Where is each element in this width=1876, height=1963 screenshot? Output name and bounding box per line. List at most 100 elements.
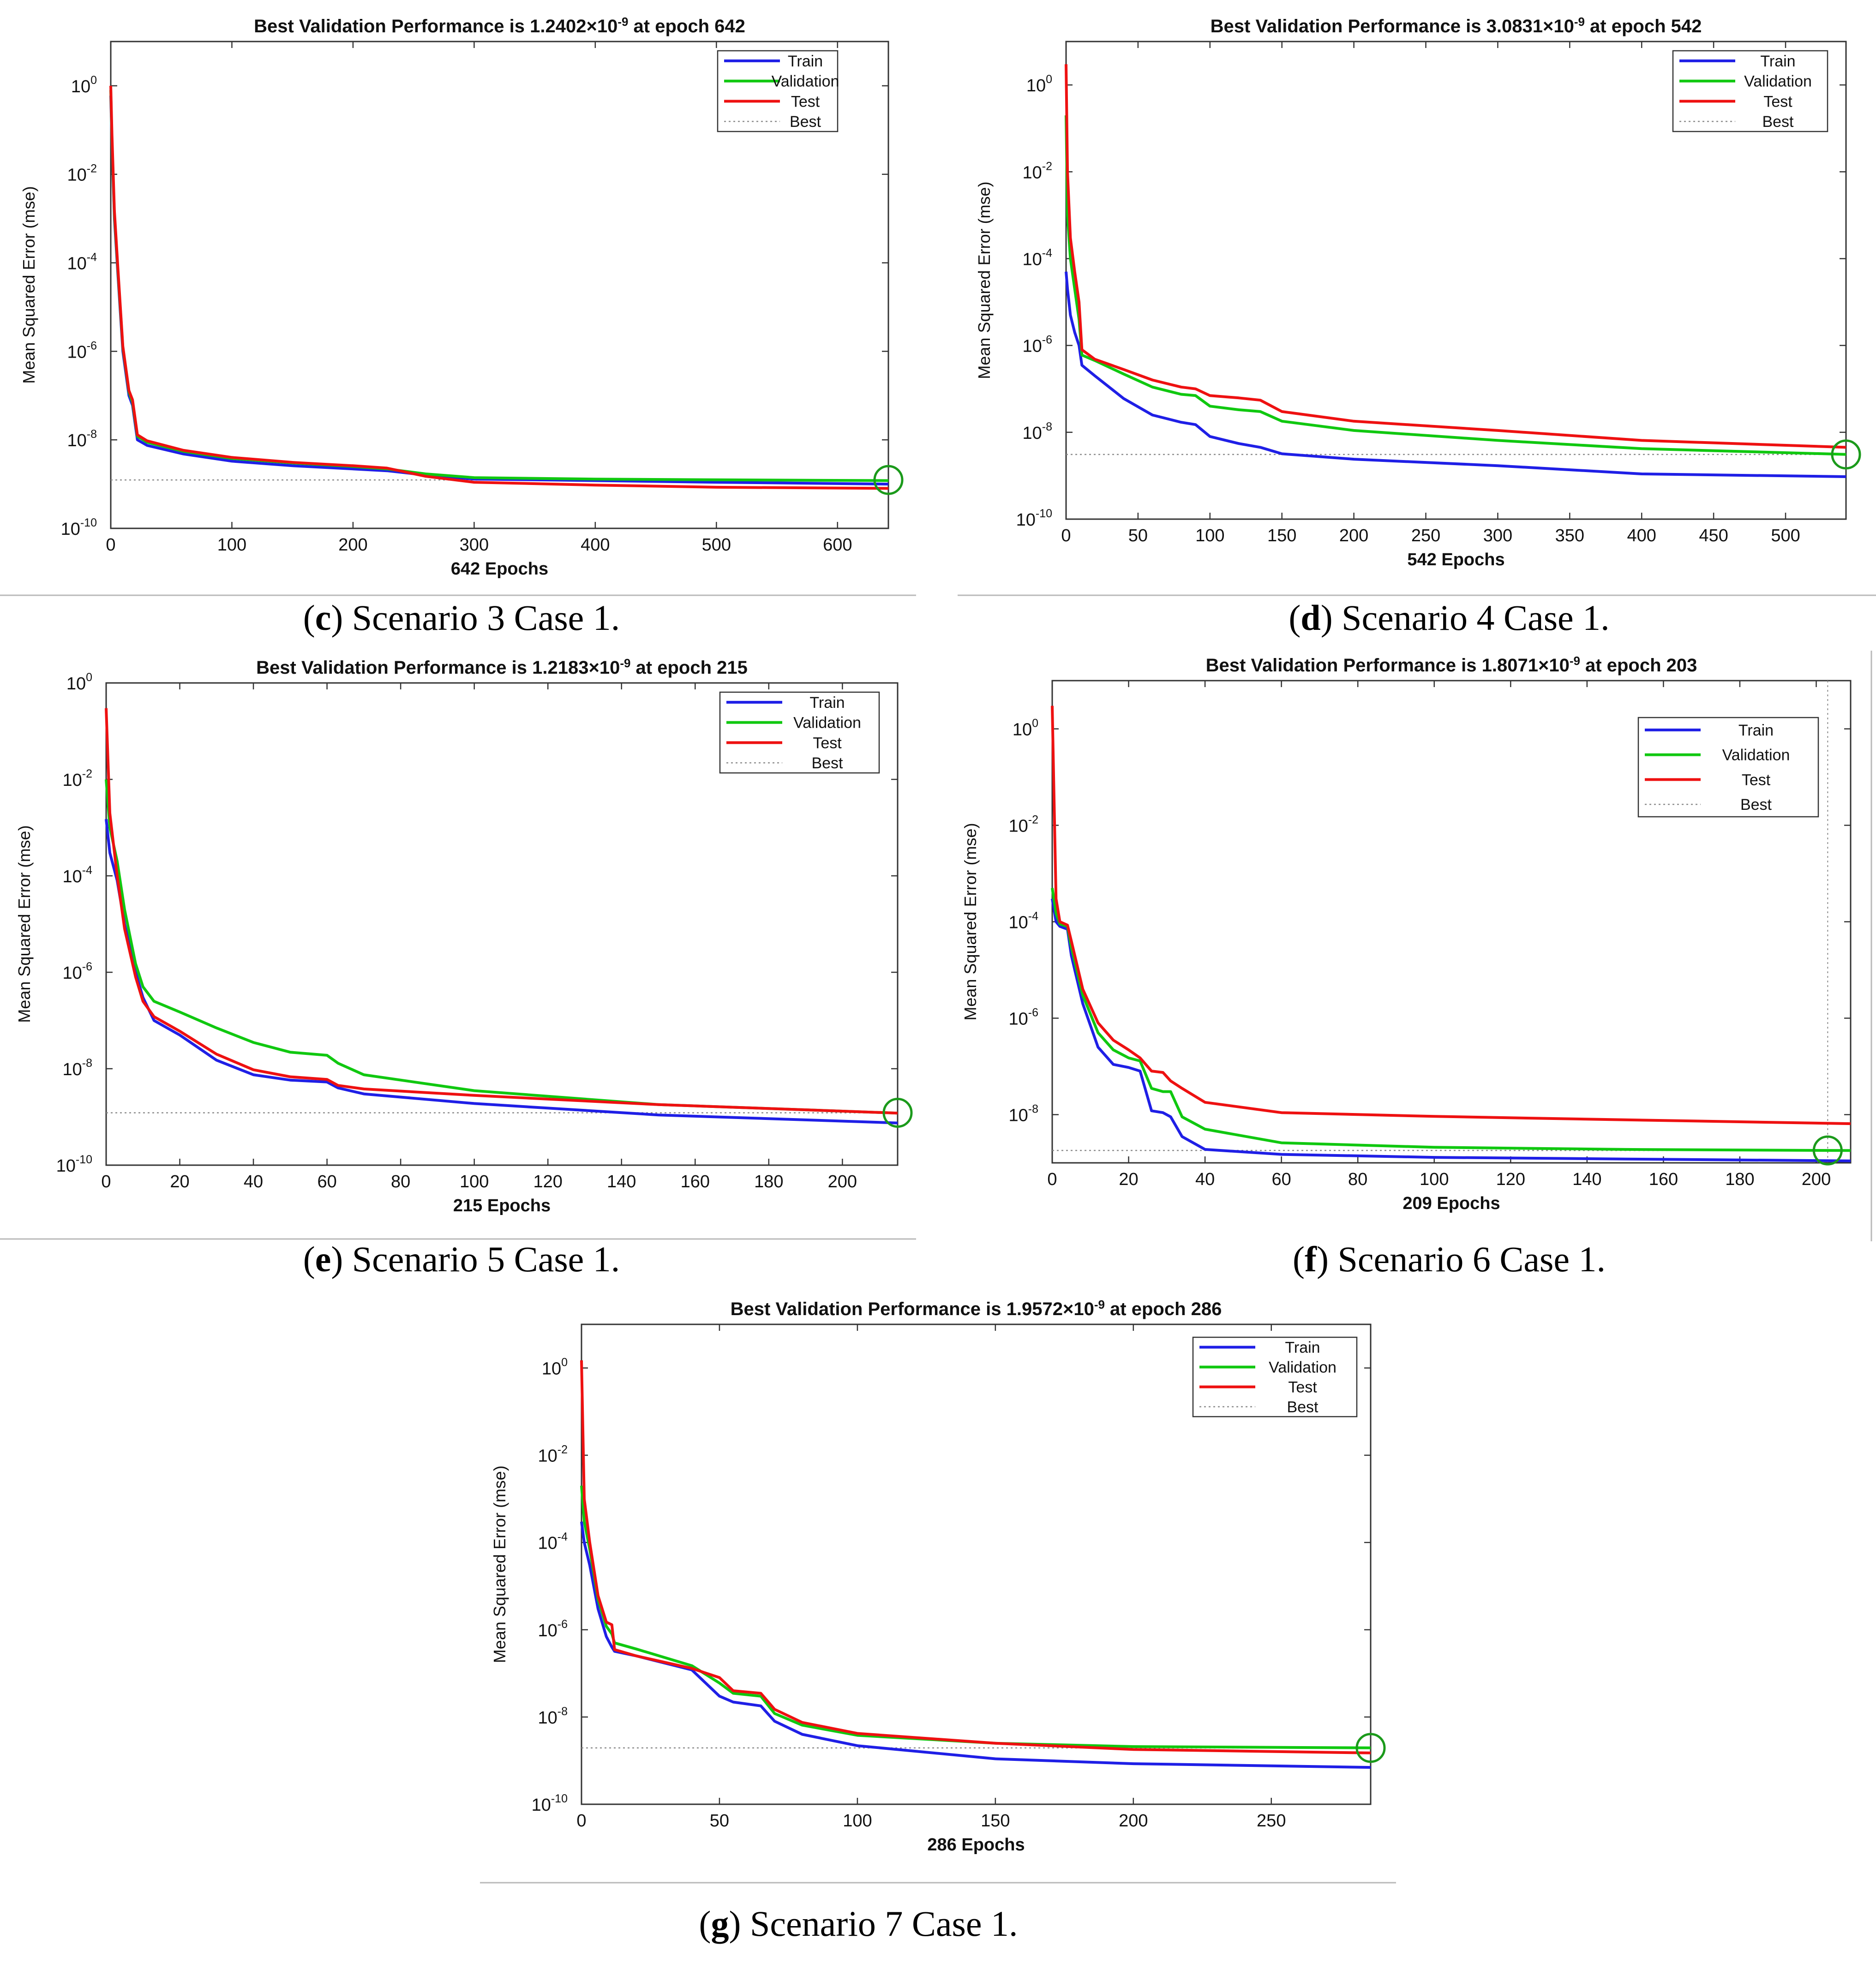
- y-axis-label: Mean Squared Error (mse): [975, 181, 994, 379]
- x-axis-label: 286 Epochs: [927, 1835, 1025, 1855]
- chart-e: Best Validation Performance is 1.2183×10…: [0, 656, 916, 1279]
- legend: Train Validation Test Best: [1637, 717, 1819, 818]
- x-tick-label: 120: [533, 1172, 563, 1191]
- x-tick-label: 160: [681, 1172, 710, 1191]
- y-tick-label: 10-10: [1016, 507, 1052, 530]
- y-tick-label: 10-6: [62, 960, 92, 983]
- x-tick-label: 600: [823, 535, 852, 555]
- y-tick-label: 10-8: [1008, 1103, 1038, 1125]
- y-axis-label: Mean Squared Error (mse): [15, 825, 34, 1023]
- legend-label-test: Test: [791, 93, 820, 110]
- x-tick-label: 200: [828, 1172, 857, 1191]
- series-line-train: [1065, 271, 1846, 478]
- y-tick-label: 10-4: [62, 864, 92, 886]
- best-marker-circle: [1812, 1135, 1843, 1166]
- figure-caption: (d) Scenario 4 Case 1.: [1289, 598, 1609, 638]
- x-tick-label: 350: [1555, 526, 1584, 545]
- series-line-validation: [105, 779, 898, 1115]
- x-tick-label: 50: [1128, 526, 1148, 545]
- best-marker-circle: [873, 465, 904, 495]
- chart-title: Best Validation Performance is 1.9572×10…: [731, 1298, 1222, 1319]
- y-tick-label: 10-4: [67, 251, 97, 274]
- x-tick-label: 40: [1195, 1170, 1215, 1189]
- legend-label-best: Best: [811, 754, 843, 772]
- y-tick-label: 10-2: [1008, 814, 1038, 836]
- x-axis-label: 215 Epochs: [453, 1196, 551, 1215]
- x-tick-label: 50: [710, 1811, 729, 1831]
- y-tick-label: 10-2: [67, 162, 97, 185]
- x-tick-label: 0: [101, 1172, 111, 1191]
- chart-f: Best Validation Performance is 1.8071×10…: [961, 651, 1872, 1279]
- legend-label-validation: Validation: [1722, 747, 1790, 764]
- x-tick-label: 500: [1771, 526, 1800, 545]
- x-tick-label: 160: [1649, 1170, 1678, 1189]
- legend-label-test: Test: [1763, 93, 1792, 110]
- y-axis-label: Mean Squared Error (mse): [961, 823, 980, 1020]
- x-tick-label: 180: [1725, 1170, 1754, 1189]
- x-tick-label: 300: [460, 535, 489, 555]
- x-tick-label: 40: [244, 1172, 263, 1191]
- x-axis-label: 642 Epochs: [451, 559, 548, 579]
- legend-label-validation: Validation: [772, 73, 839, 90]
- x-tick-label: 200: [1802, 1170, 1831, 1189]
- x-tick-label: 450: [1699, 526, 1728, 545]
- series-line-train: [580, 1521, 1371, 1769]
- y-tick-label: 10-4: [538, 1531, 568, 1553]
- x-tick-label: 100: [460, 1172, 489, 1191]
- best-marker-circle: [1355, 1733, 1386, 1763]
- legend: Train Validation Test Best: [1672, 50, 1828, 132]
- y-tick-label: 10-8: [538, 1705, 568, 1728]
- y-tick-label: 10-8: [62, 1057, 92, 1079]
- x-tick-label: 140: [1572, 1170, 1601, 1189]
- figure-caption: (c) Scenario 3 Case 1.: [303, 598, 620, 638]
- x-tick-label: 400: [581, 535, 610, 555]
- chart-d: Best Validation Performance is 3.0831×10…: [958, 15, 1876, 638]
- chart-g: Best Validation Performance is 1.9572×10…: [480, 1298, 1396, 1944]
- x-tick-label: 0: [1047, 1170, 1057, 1189]
- x-tick-label: 150: [981, 1811, 1010, 1831]
- x-tick-label: 60: [317, 1172, 336, 1191]
- legend-label-best: Best: [1287, 1399, 1319, 1416]
- legend-label-train: Train: [809, 694, 845, 712]
- y-tick-label: 10-8: [67, 428, 97, 450]
- y-tick-label: 10-10: [61, 516, 97, 539]
- chart-title: Best Validation Performance is 1.8071×10…: [1206, 654, 1697, 676]
- x-tick-label: 60: [1272, 1170, 1291, 1189]
- chart-c: Best Validation Performance is 1.2402×10…: [0, 15, 916, 638]
- series-line-test: [1065, 64, 1846, 449]
- x-tick-label: 80: [1348, 1170, 1367, 1189]
- x-tick-label: 0: [1061, 526, 1071, 545]
- y-tick-label: 10-10: [56, 1153, 92, 1176]
- x-tick-label: 140: [607, 1172, 636, 1191]
- y-tick-label: 10-6: [1008, 1006, 1038, 1029]
- x-tick-label: 100: [1420, 1170, 1449, 1189]
- figure-caption: (g) Scenario 7 Case 1.: [699, 1903, 1018, 1944]
- legend-label-best: Best: [1762, 113, 1794, 131]
- x-tick-label: 200: [1119, 1811, 1148, 1831]
- x-tick-label: 20: [1119, 1170, 1138, 1189]
- series-line-test: [580, 1360, 1371, 1754]
- legend-label-test: Test: [1288, 1379, 1317, 1396]
- legend: Train Validation Test Best: [719, 691, 880, 774]
- best-marker-circle: [1831, 439, 1861, 470]
- x-tick-label: 500: [702, 535, 731, 555]
- y-tick-label: 10-2: [1022, 160, 1052, 182]
- x-tick-label: 0: [576, 1811, 586, 1831]
- x-axis-label: 542 Epochs: [1407, 550, 1504, 569]
- series-line-test: [109, 85, 889, 490]
- figure-caption: (f) Scenario 6 Case 1.: [1293, 1239, 1606, 1279]
- y-axis-label: Mean Squared Error (mse): [19, 186, 38, 383]
- chart-title: Best Validation Performance is 1.2402×10…: [254, 15, 745, 36]
- y-tick-label: 10-6: [1022, 334, 1052, 356]
- y-tick-label: 100: [542, 1356, 568, 1379]
- legend-label-test: Test: [1742, 771, 1771, 789]
- x-tick-label: 80: [391, 1172, 410, 1191]
- legend-label-best: Best: [790, 113, 821, 131]
- series-line-test: [1051, 706, 1851, 1125]
- x-tick-label: 100: [1195, 526, 1224, 545]
- x-tick-label: 300: [1483, 526, 1512, 545]
- y-tick-label: 10-2: [62, 767, 92, 790]
- y-tick-label: 10-6: [538, 1618, 568, 1640]
- x-tick-label: 250: [1411, 526, 1440, 545]
